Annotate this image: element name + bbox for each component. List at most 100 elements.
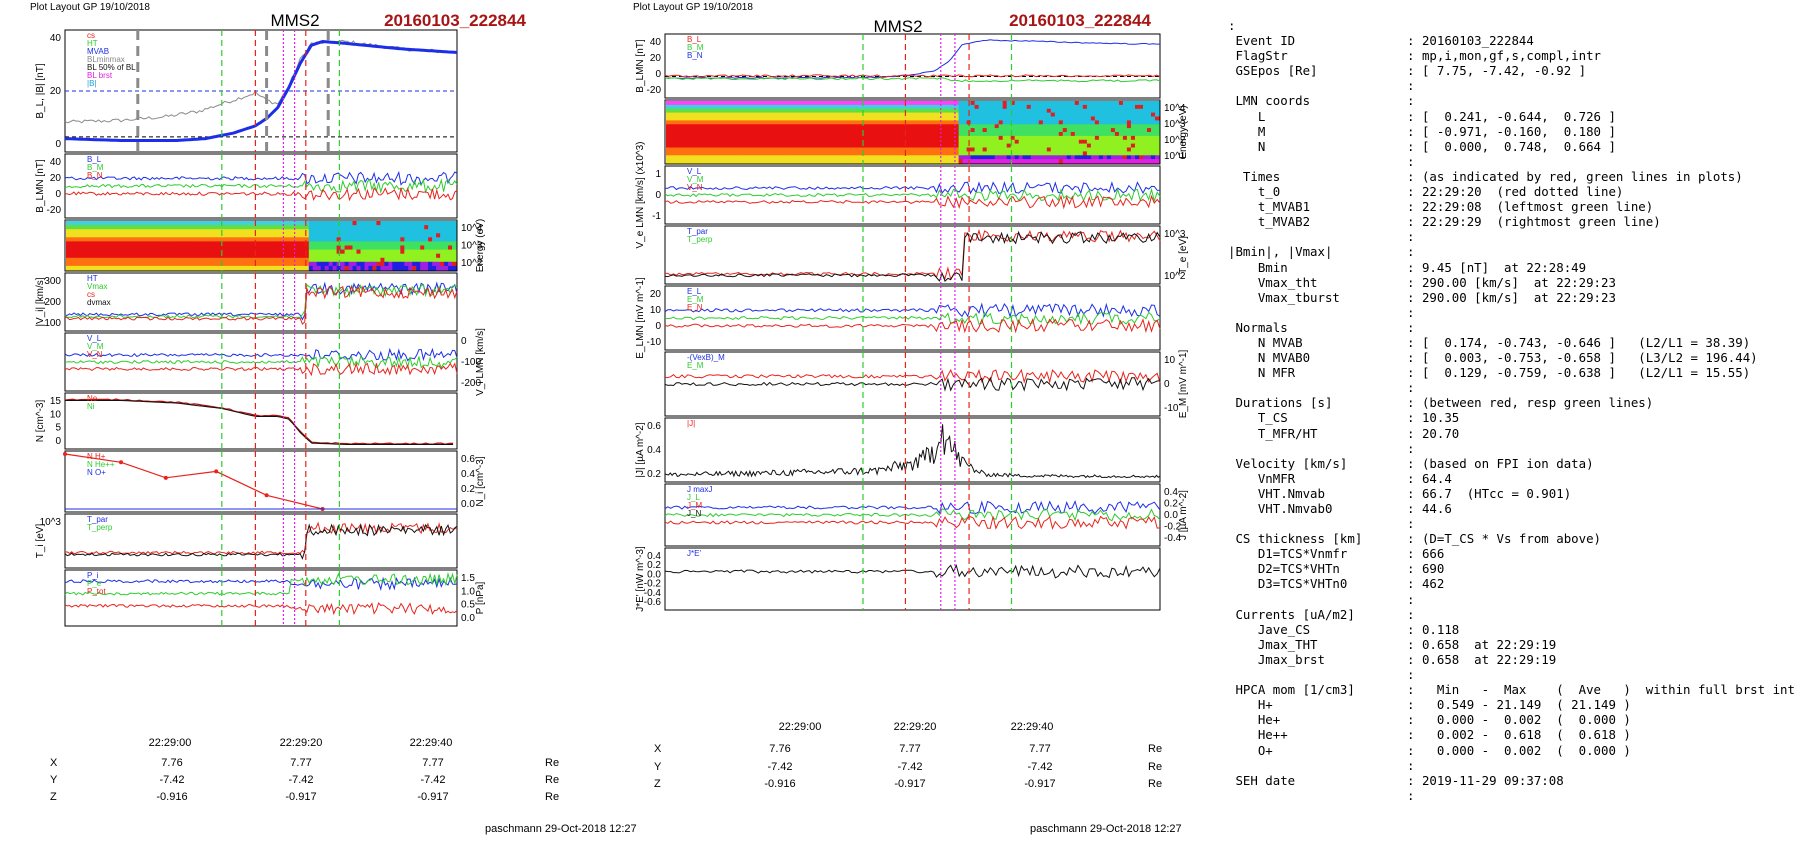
spectrogram-cell	[1126, 124, 1132, 129]
spectrogram-cell	[452, 237, 457, 242]
panel-plot-area	[64, 154, 458, 218]
spectrogram-cell	[1030, 132, 1036, 137]
spectrogram-cell	[125, 261, 131, 267]
spectrogram-cell	[173, 237, 178, 242]
spectrogram-cell	[1082, 139, 1088, 145]
spectrogram-cell	[272, 257, 278, 263]
spectrogram-cell	[690, 135, 695, 141]
spectrogram-cell	[1114, 124, 1120, 129]
spectrogram-cell	[698, 116, 703, 121]
spectrogram-cell	[93, 225, 99, 230]
spectrogram-cell	[758, 128, 763, 133]
spectrogram-cell	[113, 241, 119, 246]
spectrogram-cell	[834, 159, 839, 164]
spectrogram-cell	[161, 257, 166, 263]
spectrogram-cell	[1098, 135, 1104, 141]
spectrogram-cell	[810, 112, 815, 117]
spectrogram-cell	[674, 139, 679, 145]
spectrogram-cell	[173, 221, 178, 226]
spectrogram-cell	[830, 132, 835, 137]
spectrogram-cell	[105, 265, 111, 271]
spectrogram-cell	[193, 229, 198, 234]
spectrogram-cell	[320, 245, 326, 251]
spectrogram-cell	[1155, 108, 1160, 114]
spectrogram-cell	[344, 225, 350, 230]
y-tick-label: 0	[55, 436, 61, 447]
spectrogram-cell	[754, 139, 759, 145]
spectrogram-cell	[392, 257, 397, 263]
series-marker	[119, 460, 123, 465]
spectrogram-cell	[978, 135, 984, 141]
info-line: t_MVAB1 : 22:29:08 (leftmost green line)	[1228, 199, 1654, 215]
spectrogram-cell	[846, 135, 851, 141]
spectrogram-cell	[133, 237, 139, 242]
spectrogram-cell	[746, 124, 751, 129]
info-line: HPCA mom [1/cm3] : Min - Max ( Ave ) wit…	[1228, 682, 1795, 698]
spectrogram-cell	[922, 132, 927, 137]
spectrogram-cell	[101, 257, 107, 263]
spectrogram-cell	[412, 261, 417, 267]
spectrogram-cell	[1026, 101, 1032, 106]
spectrogram-cell	[296, 257, 302, 263]
spectrogram-cell	[428, 261, 433, 267]
spectrogram-cell	[774, 139, 779, 145]
spectrogram-cell	[133, 241, 139, 246]
spectrogram-cell	[1143, 104, 1148, 110]
spectrogram-cell	[886, 151, 891, 156]
spectrogram-cell	[292, 237, 298, 242]
spectrogram-cell	[810, 159, 815, 164]
spectrogram-cell	[308, 221, 314, 226]
legend-entry: E_M	[687, 295, 704, 304]
spectrogram-cell	[830, 135, 835, 141]
spectrogram-cell	[998, 159, 1004, 164]
spectrogram-cell	[898, 112, 903, 117]
spectrogram-cell	[440, 241, 445, 246]
spectrogram-cell	[1030, 116, 1036, 121]
spectrogram-cell	[85, 233, 91, 238]
spectrogram-cell	[1022, 147, 1028, 152]
spectrogram-cell	[316, 253, 322, 259]
spectrogram-cell	[786, 159, 791, 164]
spectrogram-cell	[1110, 143, 1116, 148]
spectrogram-cell	[790, 128, 795, 133]
spectrogram-cell	[320, 221, 326, 226]
spectrogram-cell	[854, 124, 859, 129]
spectrogram-cell	[312, 245, 318, 251]
spectrogram-cell	[970, 135, 976, 141]
spectrogram-cell	[1030, 155, 1036, 160]
spectrogram-cell	[229, 253, 234, 259]
spectrogram-cell	[424, 245, 429, 251]
spectrogram-cell	[910, 139, 915, 145]
y-tick-label: 10^4	[1164, 103, 1186, 114]
spectrogram-cell	[66, 253, 71, 259]
spectrogram-cell	[986, 147, 992, 152]
spectrogram-cell	[340, 225, 346, 230]
spectrogram-cell	[774, 124, 779, 129]
spectrogram-cell	[682, 128, 687, 133]
spectrogram-cell	[129, 229, 135, 234]
spectrogram-cell	[316, 245, 322, 251]
spectrogram-cell	[862, 147, 867, 152]
spectrogram-cell	[926, 139, 931, 145]
spectrogram-cell	[670, 155, 675, 160]
spectrogram-cell	[678, 120, 683, 125]
spectrogram-cell	[742, 151, 747, 156]
spectrogram-cell	[850, 135, 855, 141]
energy-spectrogram	[666, 101, 1160, 164]
spectrogram-cell	[886, 108, 891, 114]
spectrogram-cell	[344, 237, 350, 242]
spectrogram-cell	[328, 229, 334, 234]
spectrogram-cell	[245, 245, 250, 251]
spectrogram-cell	[678, 101, 683, 106]
spectrogram-cell	[284, 221, 290, 226]
spectrogram-cell	[726, 124, 731, 129]
spectrogram-cell	[141, 225, 147, 230]
spectrogram-cell	[1135, 120, 1140, 125]
spectrogram-cell	[918, 147, 923, 152]
spectrogram-cell	[324, 221, 330, 226]
spectrogram-cell	[272, 225, 278, 230]
spectrogram-cell	[1006, 108, 1012, 114]
spectrogram-cell	[1078, 139, 1084, 145]
spectrogram-cell	[185, 221, 190, 226]
